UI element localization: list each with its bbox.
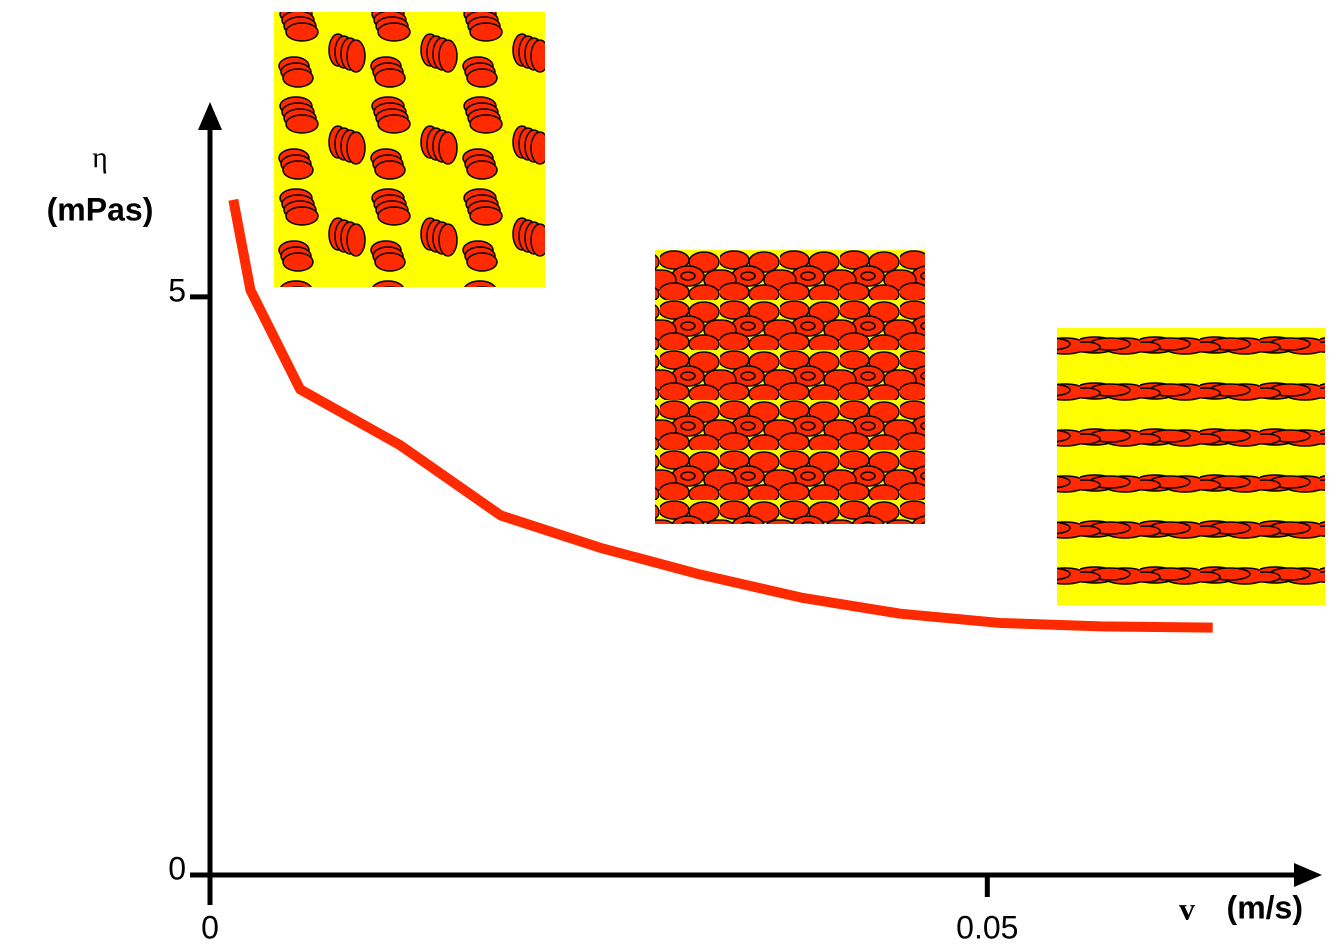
y-tick-label: 5 [168, 272, 186, 308]
x-axis-arrow [1294, 863, 1322, 887]
x-tick-label: 0.05 [956, 909, 1018, 945]
x-tick-label: 0 [201, 909, 219, 945]
x-label-unit: (m/s) [1227, 889, 1303, 925]
rbc-aggregated-image [274, 12, 545, 287]
y-tick-label: 0 [168, 850, 186, 886]
y-axis-arrow [198, 102, 222, 130]
page: {"chart_data": { "type": "line", "y_labe… [0, 0, 1336, 950]
y-label-unit: (mPas) [47, 191, 154, 227]
chart: η (mPas) v (m/s) 0 5 0 0.05 [0, 0, 1336, 950]
x-label-symbol: v [1179, 890, 1195, 926]
rbc-dispersed-image [655, 250, 925, 524]
rbc-aligned-image [1057, 328, 1325, 605]
y-label-symbol: η [92, 141, 108, 174]
